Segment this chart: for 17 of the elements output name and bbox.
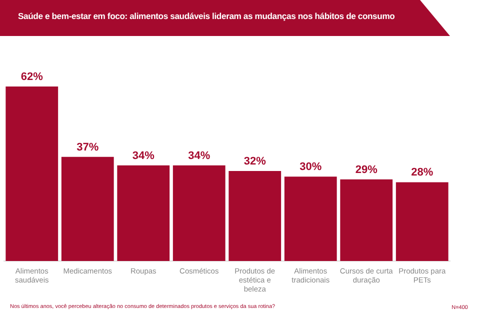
bar [6, 86, 58, 261]
data-label: 37% [76, 141, 99, 154]
bar [228, 170, 282, 261]
bar [284, 176, 337, 261]
data-label: 34% [188, 150, 210, 162]
data-label: 62% [20, 71, 44, 84]
bar [117, 165, 170, 261]
bar [340, 179, 393, 261]
bar [396, 182, 448, 261]
data-label: 34% [132, 150, 155, 162]
data-label: 29% [355, 164, 378, 176]
data-label: 28% [411, 166, 434, 179]
chart-title: Saúde e bem-estar em foco: alimentos saudáveis lideram as mudanças nos hábitos de consumo [18, 11, 395, 21]
data-label: 30% [300, 161, 322, 174]
bar [61, 156, 114, 261]
data-label: 32% [244, 155, 266, 168]
bar [172, 165, 226, 261]
